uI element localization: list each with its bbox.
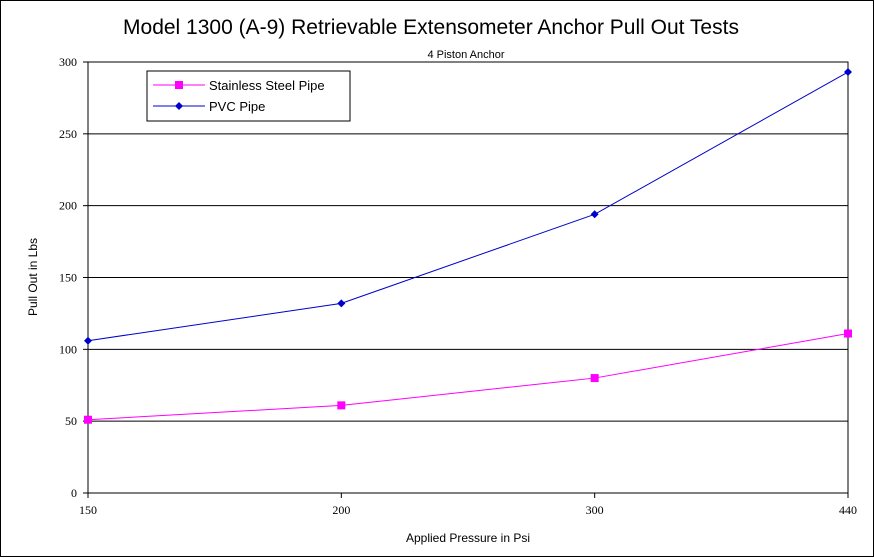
chart-subtitle: 4 Piston Anchor — [427, 49, 504, 61]
x-tick-label: 440 — [839, 503, 857, 517]
y-tick-label: 250 — [59, 127, 77, 141]
legend-box — [146, 70, 351, 122]
data-point-square — [590, 374, 599, 383]
gridlines — [88, 133, 848, 422]
x-tick-label: 150 — [79, 503, 97, 517]
data-point-diamond — [175, 102, 183, 110]
y-tick-label: 0 — [71, 486, 77, 500]
data-point-diamond — [844, 68, 852, 77]
data-point-diamond — [590, 210, 599, 219]
series-line — [87, 333, 849, 421]
data-point-square — [175, 81, 183, 89]
data-point-square — [844, 329, 852, 338]
y-axis-ticks: 0 50 100 150 200 250 300 — [59, 55, 88, 500]
x-axis-ticks: 150 200 300 440 — [79, 493, 857, 517]
y-tick-label: 150 — [59, 271, 77, 285]
data-point-diamond — [337, 299, 346, 308]
x-axis-label: Applied Pressure in Psi — [406, 531, 530, 545]
y-tick-label: 100 — [59, 342, 77, 356]
data-point-square — [337, 401, 346, 410]
legend-label: PVC Pipe — [209, 99, 265, 114]
y-axis-label: Pull Out in Lbs — [26, 238, 40, 316]
data-point-diamond — [84, 336, 92, 345]
series-line — [87, 71, 849, 342]
legend: Stainless Steel Pipe PVC Pipe — [146, 70, 351, 122]
y-tick-label: 300 — [59, 55, 77, 69]
series-layer — [84, 68, 852, 424]
data-point-square — [84, 415, 92, 424]
y-tick-label: 50 — [65, 414, 77, 428]
y-tick-label: 200 — [59, 199, 77, 213]
chart-title: Model 1300 (A-9) Retrievable Extensomete… — [123, 16, 739, 39]
x-tick-label: 300 — [586, 503, 604, 517]
x-tick-label: 200 — [332, 503, 350, 517]
legend-label: Stainless Steel Pipe — [209, 78, 325, 93]
